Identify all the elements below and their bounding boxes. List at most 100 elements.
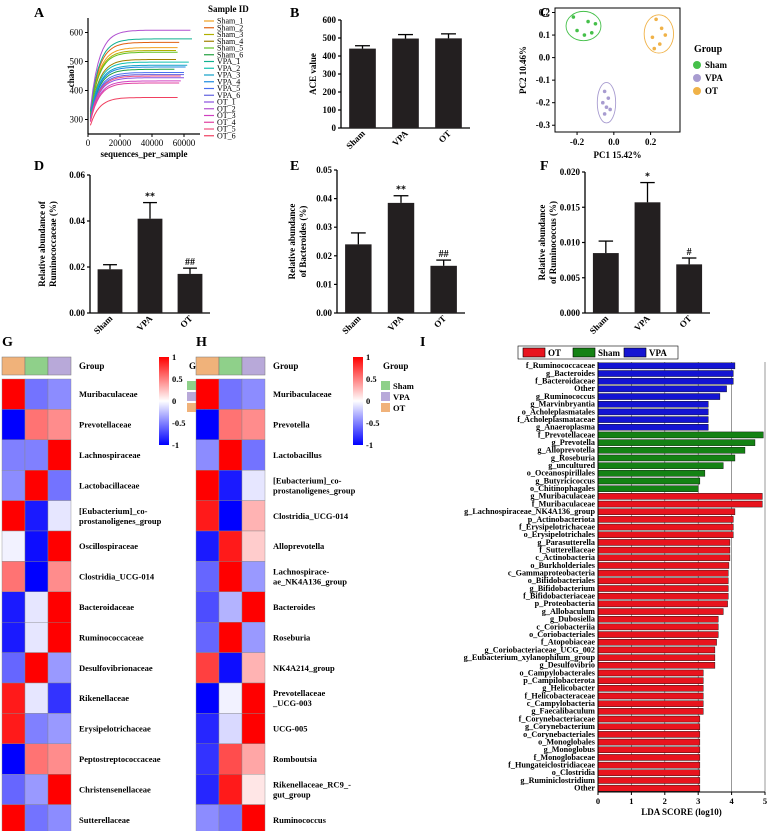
heatmap-cell	[47, 774, 72, 805]
rarefaction-line	[89, 59, 176, 117]
legend-swatch	[187, 392, 196, 401]
row-label: ae_NK4A136_group	[273, 577, 347, 587]
lda-bar	[597, 554, 731, 562]
heatmap-cell	[241, 774, 266, 805]
heatmap-cell	[24, 591, 49, 623]
sample-point	[602, 112, 607, 116]
legend-swatch	[623, 347, 647, 358]
row-label: Lactobacillus	[273, 450, 322, 460]
bar-label: c_Coriobacteriia	[536, 622, 595, 631]
group-row-label: Group	[79, 361, 104, 371]
category-label: VPA	[632, 313, 652, 333]
panel-b: 0 100 200 300 400 500 600 Sham VPA OT ACE value	[308, 15, 470, 151]
bar-sham	[592, 253, 619, 313]
heatmap-cell	[218, 500, 243, 532]
bar-label: g_Prevotella	[552, 438, 596, 447]
bar-label: p_Actinobacteriota	[528, 515, 595, 524]
lda-bar	[597, 431, 764, 439]
legend-entry: Sham_1	[217, 17, 243, 26]
significance-mark: **	[145, 192, 155, 203]
lda-bar	[597, 700, 704, 707]
bar-label: p_Proteobacteria	[535, 599, 595, 608]
bar-ot	[435, 38, 462, 128]
row-label: [Eubacterium]_co-	[79, 506, 148, 516]
heatmap-cell	[218, 652, 243, 684]
y-tick-label: 0.020	[560, 167, 581, 177]
row-label: Lachnospirace-	[273, 567, 329, 577]
bar-label: o_Clostridia	[552, 768, 595, 777]
lda-bar	[597, 754, 701, 761]
legend-entry: OT_6	[217, 131, 236, 140]
legend-entry: VPA_6	[217, 91, 240, 100]
row-label: Lachnospiraceae	[79, 450, 141, 460]
row-label: Prevotella	[273, 420, 310, 430]
heatmap-cell	[241, 622, 266, 653]
bar-ot	[676, 264, 703, 313]
bar-label: o_Acholeplasmatales	[522, 407, 595, 416]
sample-point	[589, 31, 594, 35]
bar-label: g_Monoglobus	[544, 745, 595, 754]
heatmap-cell	[24, 500, 49, 532]
lda-bar	[597, 746, 701, 754]
lda-bar	[597, 393, 721, 400]
y-tick-label: 0.2	[539, 8, 551, 18]
lda-bar	[597, 738, 701, 746]
plot-frame	[554, 7, 681, 133]
legend-entry: Sham_2	[217, 23, 243, 32]
legend-entry: OT	[393, 403, 406, 413]
category-label: Sham	[344, 128, 367, 151]
y-tick-label: 0.01	[316, 279, 332, 289]
legend-swatch	[693, 74, 701, 82]
y-axis-label: Ruminococcaceae (%)	[48, 201, 58, 287]
bar-label: o_Oceanospirillales	[527, 469, 595, 478]
bar-label: f_Corynebacteriaceae	[519, 714, 596, 723]
lda-bar	[597, 508, 736, 515]
heatmap-cell	[1, 439, 26, 471]
legend-entry: OT_1	[217, 98, 236, 107]
heatmap-cell	[24, 804, 49, 831]
lda-bar	[597, 370, 734, 377]
bar-label: f_Sutterellaceae	[539, 545, 595, 554]
row-label: NK4A214_group	[273, 663, 335, 673]
y-tick-label: 0.02	[316, 251, 332, 261]
lda-bar	[597, 424, 709, 431]
heatmap-cell	[241, 500, 266, 532]
x-tick-label: 0	[596, 796, 600, 806]
lda-bar	[597, 577, 729, 585]
heatmap-cell	[24, 470, 49, 501]
y-axis-label: Relative abundance of	[37, 200, 47, 287]
bar-label: o_Monoglobales	[538, 737, 595, 746]
panel-letter-e: E	[290, 159, 299, 174]
legend-swatch	[572, 347, 596, 358]
lda-bar	[597, 731, 701, 738]
heatmap-cell	[218, 561, 243, 593]
heatmap-cell	[241, 378, 266, 410]
row-label: Alloprevotella	[273, 541, 325, 551]
y-tick-label: 0.015	[560, 202, 581, 212]
panel-letter-d: D	[34, 159, 44, 174]
y-tick-label: 600	[323, 15, 337, 25]
y-tick-label: 0.06	[69, 170, 85, 180]
legend-entry: OT_2	[217, 104, 236, 113]
legend-swatch	[693, 87, 701, 95]
y-tick-label: 100	[323, 105, 337, 115]
legend-title: Group	[694, 44, 723, 55]
heatmap-cell	[195, 804, 220, 831]
bar-label: g_Faecalibaculum	[531, 707, 595, 716]
bar-label: o_Chitinophagales	[530, 484, 595, 493]
bar-label: f_Monoglobaceae	[534, 753, 596, 762]
lda-bar	[597, 523, 734, 531]
heatmap-cell	[195, 409, 220, 440]
bar-label: f_Muribaculaceae	[532, 499, 596, 508]
bar-label: c_Actinobacteria	[535, 553, 595, 562]
bar-label: o_Bifidobacteriales	[528, 576, 595, 585]
lda-bar	[597, 454, 736, 462]
group-annotation-vpa	[241, 356, 266, 376]
row-label: Ruminococcaceae	[79, 632, 144, 642]
heatmap-cell	[47, 530, 72, 562]
legend-title: Sample ID	[208, 4, 249, 14]
bar-label: g_Anaeroplasma	[536, 423, 595, 432]
x-axis-label: LDA SCORE (log10)	[641, 807, 722, 817]
